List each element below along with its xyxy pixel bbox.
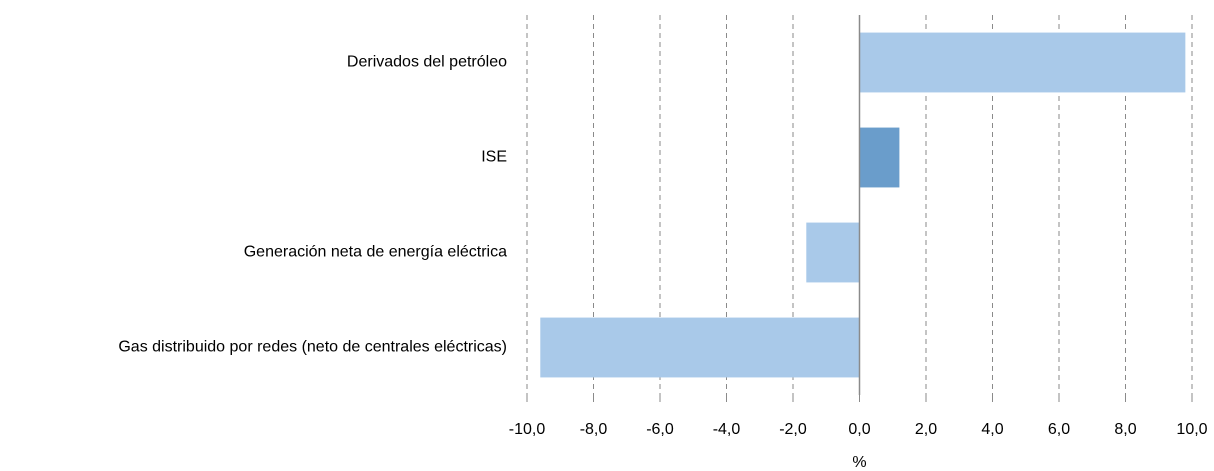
bar bbox=[540, 317, 860, 378]
x-tick-label: 6,0 bbox=[1048, 421, 1070, 438]
x-tick-label: -6,0 bbox=[646, 421, 674, 438]
y-tick-label: Gas distribuido por redes (neto de centr… bbox=[118, 339, 507, 356]
x-tick-label: -10,0 bbox=[509, 421, 546, 438]
bar bbox=[806, 222, 860, 283]
x-tick-label: 4,0 bbox=[981, 421, 1003, 438]
x-tick-label: 10,0 bbox=[1176, 421, 1207, 438]
x-tick-label: 8,0 bbox=[1114, 421, 1136, 438]
x-tick-label: -8,0 bbox=[580, 421, 608, 438]
x-tick-label: -4,0 bbox=[713, 421, 741, 438]
y-tick-label: Derivados del petróleo bbox=[347, 54, 507, 71]
x-tick-label: 2,0 bbox=[915, 421, 937, 438]
x-axis-label: % bbox=[852, 454, 866, 471]
bar bbox=[859, 127, 900, 188]
y-tick-label: Generación neta de energía eléctrica bbox=[244, 244, 507, 261]
bar bbox=[859, 32, 1186, 93]
y-tick-label: ISE bbox=[481, 149, 507, 166]
x-tick-label: 0,0 bbox=[848, 421, 870, 438]
x-tick-label: -2,0 bbox=[779, 421, 807, 438]
